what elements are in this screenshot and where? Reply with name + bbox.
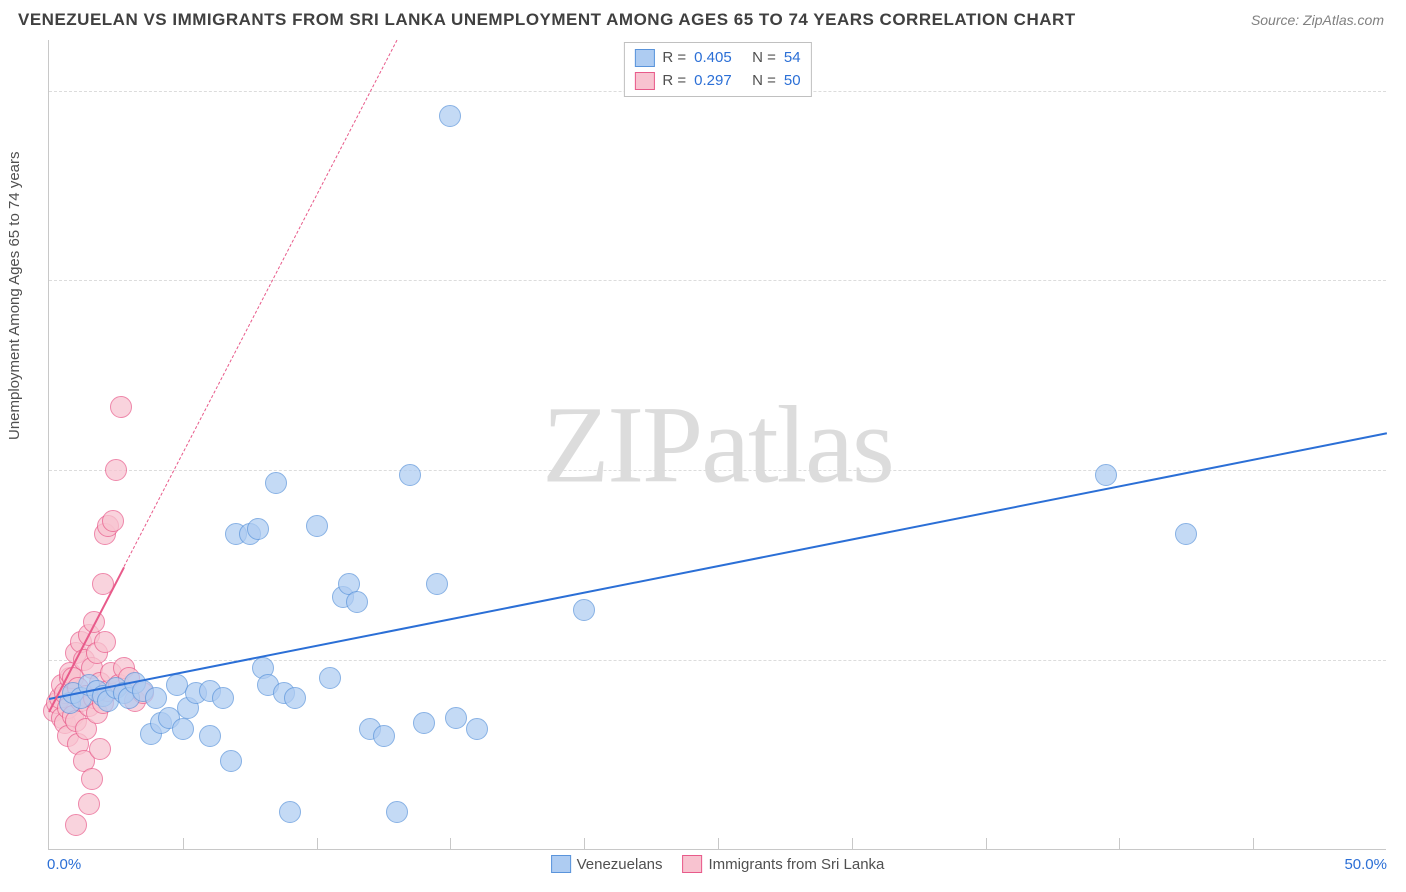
data-point [279, 801, 301, 823]
data-point [89, 738, 111, 760]
gridline-horizontal [49, 280, 1386, 281]
legend-n-label: N = [752, 47, 776, 70]
legend-label: Venezuelans [577, 856, 663, 873]
data-point [399, 464, 421, 486]
data-point [94, 631, 116, 653]
y-axis-label: Unemployment Among Ages 65 to 74 years [6, 151, 23, 440]
legend-r-label: R = [662, 47, 686, 70]
data-point [110, 396, 132, 418]
data-point [1095, 464, 1117, 486]
y-tick-label: 30.0% [1396, 82, 1406, 99]
legend-n-value: 54 [784, 47, 801, 70]
legend-item: Immigrants from Sri Lanka [683, 855, 885, 873]
data-point [413, 712, 435, 734]
legend-row: R = 0.405 N = 54 [634, 47, 800, 70]
gridline-vertical [584, 838, 585, 850]
gridline-vertical [718, 838, 719, 850]
correlation-legend: R = 0.405 N = 54 R = 0.297 N = 50 [623, 42, 811, 97]
data-point [102, 510, 124, 532]
y-tick-label: 7.5% [1396, 652, 1406, 669]
legend-r-value: 0.405 [694, 47, 744, 70]
gridline-vertical [852, 838, 853, 850]
data-point [220, 750, 242, 772]
gridline-vertical [1119, 838, 1120, 850]
y-tick-label: 22.5% [1396, 272, 1406, 289]
legend-swatch [634, 49, 654, 67]
data-point [284, 687, 306, 709]
data-point [199, 725, 221, 747]
data-point [373, 725, 395, 747]
watermark-text: ZIPatlas [542, 381, 893, 508]
data-point [65, 814, 87, 836]
legend-row: R = 0.297 N = 50 [634, 70, 800, 93]
data-point [145, 687, 167, 709]
y-tick-label: 15.0% [1396, 462, 1406, 479]
data-point [445, 707, 467, 729]
legend-item: Venezuelans [551, 855, 663, 873]
data-point [81, 768, 103, 790]
data-point [1175, 523, 1197, 545]
gridline-vertical [450, 838, 451, 850]
data-point [78, 793, 100, 815]
x-tick-label: 0.0% [47, 856, 81, 873]
data-point [265, 472, 287, 494]
legend-r-label: R = [662, 70, 686, 93]
data-point [439, 105, 461, 127]
data-point [426, 573, 448, 595]
legend-r-value: 0.297 [694, 70, 744, 93]
legend-swatch [551, 855, 571, 873]
data-point [346, 591, 368, 613]
gridline-horizontal [49, 660, 1386, 661]
source-attribution: Source: ZipAtlas.com [1251, 12, 1384, 28]
gridline-vertical [317, 838, 318, 850]
gridline-vertical [1253, 838, 1254, 850]
gridline-vertical [986, 838, 987, 850]
data-point [172, 718, 194, 740]
data-point [466, 718, 488, 740]
legend-swatch [683, 855, 703, 873]
x-tick-label: 50.0% [1344, 856, 1387, 873]
legend-n-value: 50 [784, 70, 801, 93]
data-point [212, 687, 234, 709]
series-legend: Venezuelans Immigrants from Sri Lanka [551, 855, 885, 873]
trend-line-dashed [123, 40, 397, 567]
data-point [306, 515, 328, 537]
data-point [386, 801, 408, 823]
legend-n-label: N = [752, 70, 776, 93]
legend-swatch [634, 72, 654, 90]
data-point [247, 518, 269, 540]
data-point [573, 599, 595, 621]
chart-title: VENEZUELAN VS IMMIGRANTS FROM SRI LANKA … [18, 10, 1076, 30]
data-point [105, 459, 127, 481]
gridline-vertical [183, 838, 184, 850]
legend-label: Immigrants from Sri Lanka [709, 856, 885, 873]
data-point [319, 667, 341, 689]
chart-plot-area: ZIPatlas R =0.405N =54R =0.297N =50 Vene… [48, 40, 1386, 850]
